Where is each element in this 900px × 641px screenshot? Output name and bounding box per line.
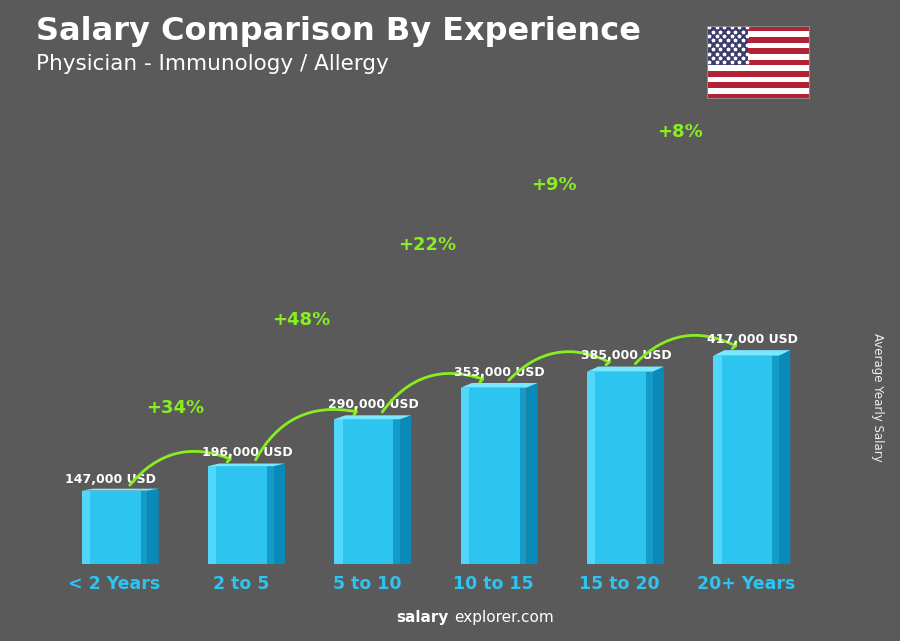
Bar: [519, 388, 526, 564]
Polygon shape: [208, 463, 285, 466]
Bar: [334, 419, 400, 564]
Text: +34%: +34%: [146, 399, 203, 417]
Bar: [461, 388, 526, 564]
Text: 417,000 USD: 417,000 USD: [706, 333, 797, 346]
Text: explorer.com: explorer.com: [454, 610, 554, 625]
Polygon shape: [400, 415, 411, 564]
Bar: [587, 372, 596, 564]
Bar: [772, 356, 778, 564]
Text: salary: salary: [396, 610, 448, 625]
Bar: [713, 356, 722, 564]
Bar: [208, 466, 274, 564]
Bar: [706, 88, 810, 94]
Text: 147,000 USD: 147,000 USD: [65, 472, 156, 486]
Bar: [461, 388, 469, 564]
Bar: [393, 419, 400, 564]
Text: Physician - Immunology / Allergy: Physician - Immunology / Allergy: [36, 54, 389, 74]
Bar: [267, 466, 274, 564]
Bar: [706, 26, 810, 31]
Polygon shape: [82, 488, 158, 490]
Polygon shape: [778, 350, 790, 564]
Bar: [334, 419, 343, 564]
Bar: [706, 77, 810, 82]
Polygon shape: [461, 383, 537, 388]
Bar: [706, 65, 810, 71]
Bar: [82, 490, 90, 564]
Bar: [140, 490, 148, 564]
Polygon shape: [587, 367, 664, 372]
Bar: [208, 466, 217, 564]
Text: 385,000 USD: 385,000 USD: [580, 349, 671, 362]
Bar: [706, 48, 810, 54]
Bar: [706, 60, 810, 65]
Bar: [82, 490, 148, 564]
Bar: [706, 54, 810, 60]
Text: +22%: +22%: [399, 236, 456, 254]
Polygon shape: [334, 415, 411, 419]
Bar: [646, 372, 652, 564]
Bar: [706, 71, 810, 77]
Text: Salary Comparison By Experience: Salary Comparison By Experience: [36, 16, 641, 47]
Bar: [713, 356, 778, 564]
Bar: [706, 37, 810, 43]
Bar: [706, 82, 810, 88]
Text: 353,000 USD: 353,000 USD: [454, 366, 545, 379]
Polygon shape: [652, 367, 664, 564]
Text: +8%: +8%: [657, 123, 703, 141]
Polygon shape: [713, 350, 790, 356]
Text: +9%: +9%: [531, 176, 577, 194]
Text: 290,000 USD: 290,000 USD: [328, 398, 418, 411]
Text: Average Yearly Salary: Average Yearly Salary: [871, 333, 884, 462]
Text: +48%: +48%: [272, 312, 330, 329]
Bar: [706, 31, 810, 37]
Polygon shape: [274, 463, 285, 564]
Bar: [587, 372, 652, 564]
Polygon shape: [526, 383, 537, 564]
Bar: [706, 94, 810, 99]
Text: 196,000 USD: 196,000 USD: [202, 446, 292, 459]
Polygon shape: [148, 488, 158, 564]
Bar: [706, 26, 748, 65]
Bar: [706, 43, 810, 48]
